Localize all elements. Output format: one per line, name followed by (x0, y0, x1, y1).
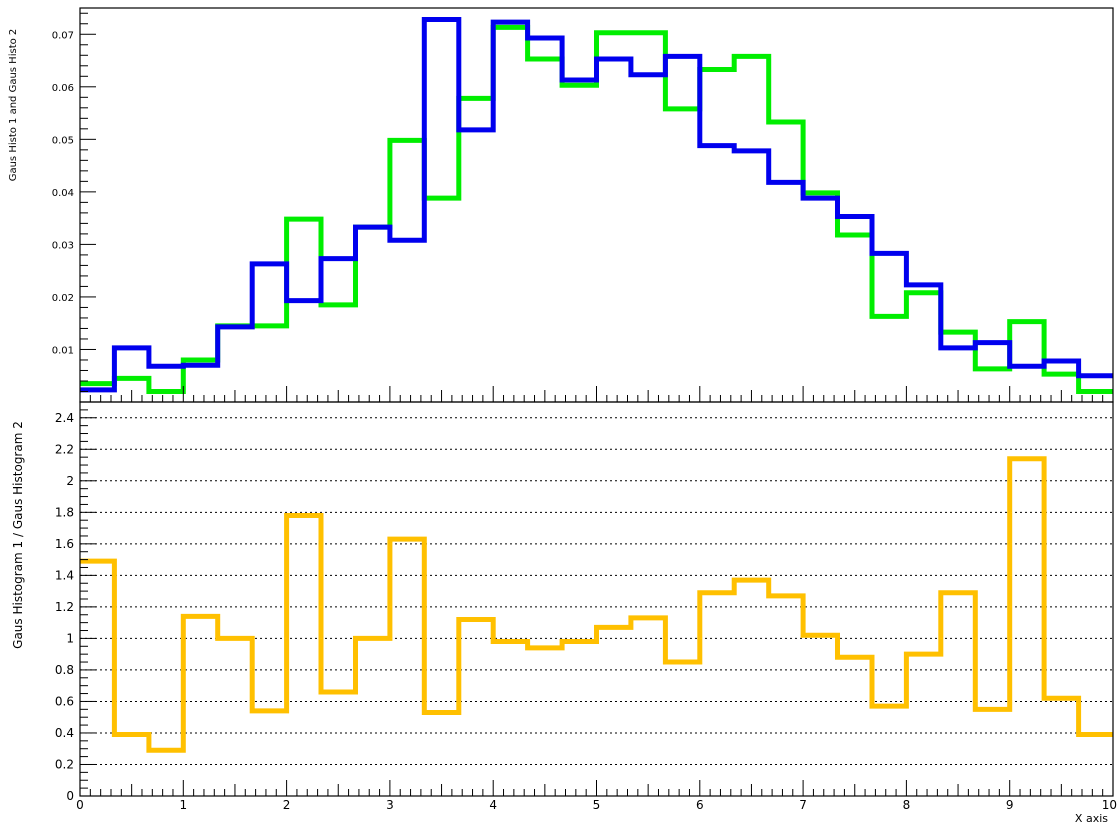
lower-y-tick-label: 0.8 (55, 663, 74, 677)
upper-histograms (80, 17, 1113, 394)
lower-y-tick-label: 1.2 (55, 600, 74, 614)
ratio-histogram (80, 456, 1113, 753)
lower-y-tick-label: 0.2 (55, 757, 74, 771)
x-axis-title: X axis (1075, 812, 1108, 825)
ratio-step-line (80, 456, 1113, 753)
lower-y-tick-label: 2.2 (55, 442, 74, 456)
x-tick-label: 5 (593, 798, 601, 812)
lower-y-tick-label: 0 (66, 789, 74, 803)
x-tick-label: 1 (179, 798, 187, 812)
upper-y-axis-title: Gaus Histo 1 and Gaus Histo 2 (8, 29, 19, 182)
x-tick-label: 9 (1006, 798, 1014, 812)
x-tick-label: 0 (76, 798, 84, 812)
lower-y-tick-label: 0.6 (55, 694, 74, 708)
x-tick-label: 8 (903, 798, 911, 812)
upper-y-tick-label: 0.06 (52, 83, 74, 94)
histogram-2-step-line (80, 17, 1113, 393)
x-tick-label: 4 (489, 798, 497, 812)
upper-y-tick-label: 0.01 (52, 345, 74, 356)
axis-ticks (79, 12, 1114, 796)
lower-y-tick-label: 1.6 (55, 537, 74, 551)
lower-y-tick-label: 2 (66, 474, 74, 488)
x-tick-label: 10 (1102, 798, 1117, 812)
lower-y-tick-label: 1.8 (55, 505, 74, 519)
upper-y-tick-label: 0.03 (52, 240, 74, 251)
lower-y-tick-label: 1 (66, 631, 74, 645)
lower-y-tick-label: 2.4 (55, 411, 74, 425)
upper-y-tick-label: 0.07 (52, 30, 74, 41)
upper-y-tick-label: 0.02 (52, 293, 74, 304)
x-tick-label: 3 (386, 798, 394, 812)
upper-y-tick-label: 0.04 (52, 188, 74, 199)
lower-y-tick-label: 1.4 (55, 568, 74, 582)
upper-y-tick-label: 0.05 (52, 135, 74, 146)
x-tick-label: 6 (696, 798, 704, 812)
tick-labels: 0.01 0.02 0.03 0.04 0.05 0.06 0.07 0 0.2 0.4 0.6 0.… (52, 30, 1117, 812)
x-tick-label: 2 (283, 798, 291, 812)
lower-y-tick-label: 0.4 (55, 726, 74, 740)
lower-y-axis-title: Gaus Histogram 1 / Gaus Histogram 2 (11, 421, 25, 649)
x-tick-label: 7 (799, 798, 807, 812)
